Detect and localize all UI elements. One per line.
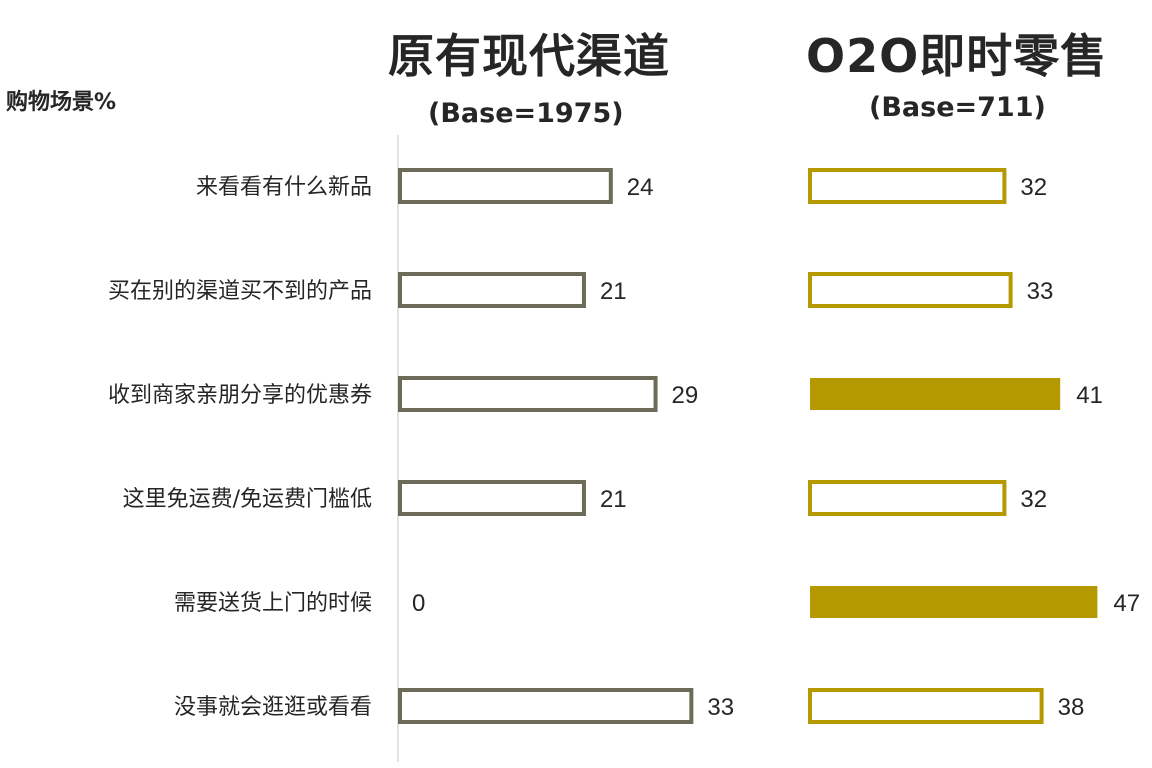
- chart-subtitle-modern-channel: (Base=1975): [428, 98, 624, 129]
- value-label-o2o: 47: [1113, 590, 1140, 617]
- bar-o2o: [808, 272, 1013, 308]
- section-label: 购物场景%: [6, 90, 117, 115]
- value-label-modern: 29: [672, 382, 699, 409]
- bar-o2o: [810, 586, 1098, 618]
- category-label: 这里免运费/免运费门槛低: [123, 487, 372, 512]
- chart-title-o2o: O2O即时零售: [806, 29, 1108, 83]
- category-label: 没事就会逛逛或看看: [174, 695, 372, 720]
- bar-o2o: [808, 480, 1007, 516]
- bar-modern: [398, 376, 658, 412]
- bar-modern: [398, 168, 613, 204]
- value-label-modern: 33: [707, 694, 734, 721]
- chart-subtitle-o2o: (Base=711): [869, 92, 1046, 123]
- value-label-modern: 21: [600, 486, 627, 513]
- bar-o2o: [810, 378, 1061, 410]
- value-label-o2o: 32: [1020, 174, 1047, 201]
- value-label-o2o: 33: [1027, 278, 1054, 305]
- value-label-o2o: 38: [1058, 694, 1085, 721]
- bar-modern: [398, 272, 586, 308]
- bar-modern: [398, 480, 586, 516]
- bar-o2o: [808, 688, 1044, 724]
- value-label-modern: 24: [627, 174, 654, 201]
- bar-modern: [398, 688, 694, 724]
- category-label: 买在别的渠道买不到的产品: [108, 279, 372, 304]
- value-label-o2o: 32: [1020, 486, 1047, 513]
- category-label: 收到商家亲朋分享的优惠券: [108, 383, 372, 408]
- category-label: 来看看有什么新品: [196, 175, 372, 200]
- value-label-modern: 0: [412, 590, 425, 617]
- category-label: 需要送货上门的时候: [174, 591, 372, 616]
- chart-title-modern-channel: 原有现代渠道: [388, 29, 670, 83]
- value-label-o2o: 41: [1076, 382, 1103, 409]
- bar-o2o: [808, 168, 1007, 204]
- value-label-modern: 21: [600, 278, 627, 305]
